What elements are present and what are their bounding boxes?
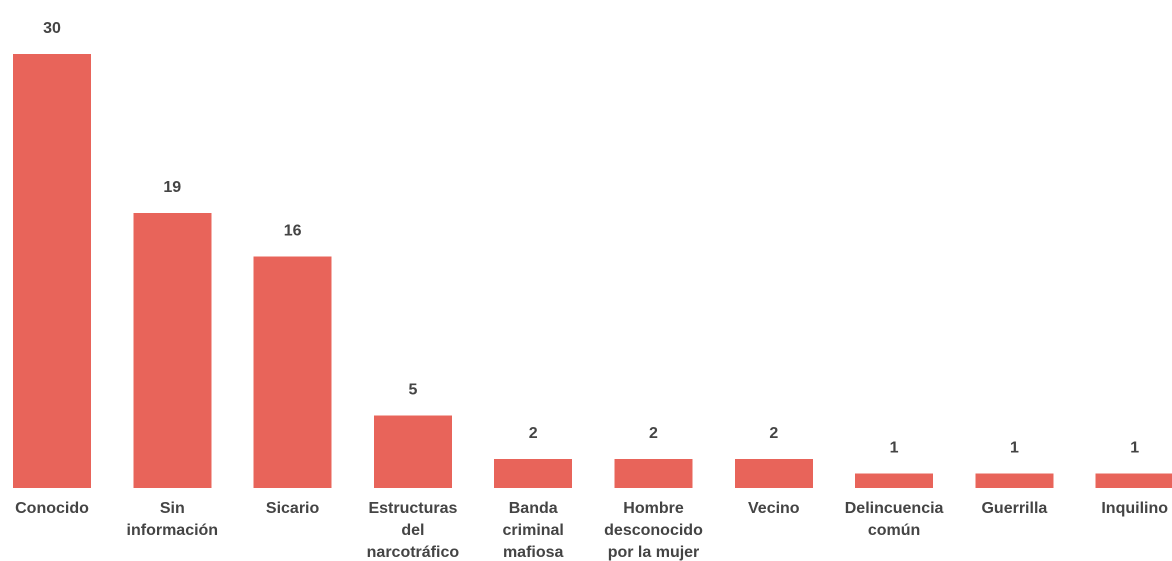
bar bbox=[133, 213, 212, 488]
bar-value-label: 2 bbox=[529, 425, 538, 442]
bar bbox=[855, 473, 934, 488]
bar-value-label: 2 bbox=[769, 425, 778, 442]
bar-value-label: 30 bbox=[43, 20, 61, 37]
bar bbox=[734, 459, 813, 488]
bar-value-label: 16 bbox=[284, 223, 302, 240]
bar-value-label: 2 bbox=[649, 425, 658, 442]
category-label: Banda criminal mafiosa bbox=[503, 500, 564, 561]
category-label: Inquilino bbox=[1101, 500, 1168, 517]
category-label: Delincuencia común bbox=[845, 500, 944, 539]
bar bbox=[1095, 473, 1172, 488]
category-label: Estructuras del narcotráfico bbox=[367, 500, 460, 561]
bar bbox=[494, 459, 573, 488]
bar-value-label: 19 bbox=[163, 179, 181, 196]
bar-value-label: 1 bbox=[1010, 440, 1019, 457]
bar bbox=[975, 473, 1054, 488]
bars-group bbox=[13, 54, 1172, 488]
category-label: Sin información bbox=[127, 500, 219, 539]
bar-value-label: 1 bbox=[1130, 440, 1139, 457]
category-label: Guerrilla bbox=[981, 500, 1047, 517]
category-label: Sicario bbox=[266, 500, 320, 517]
bar bbox=[373, 415, 452, 488]
category-label: Conocido bbox=[15, 500, 89, 517]
bar bbox=[253, 256, 332, 488]
bar-value-label: 5 bbox=[408, 382, 417, 399]
bar bbox=[614, 459, 693, 488]
bar bbox=[13, 54, 91, 488]
bar-value-label: 1 bbox=[890, 440, 899, 457]
value-labels-group: 30 19 16 5 2 2 2 1 1 1 bbox=[43, 20, 1139, 457]
category-label: Vecino bbox=[748, 500, 800, 517]
category-labels-group: Conocido Sin información Sicario Estructuras… bbox=[15, 500, 1168, 561]
category-label: Hombre desconocido por la mujer bbox=[604, 500, 703, 561]
